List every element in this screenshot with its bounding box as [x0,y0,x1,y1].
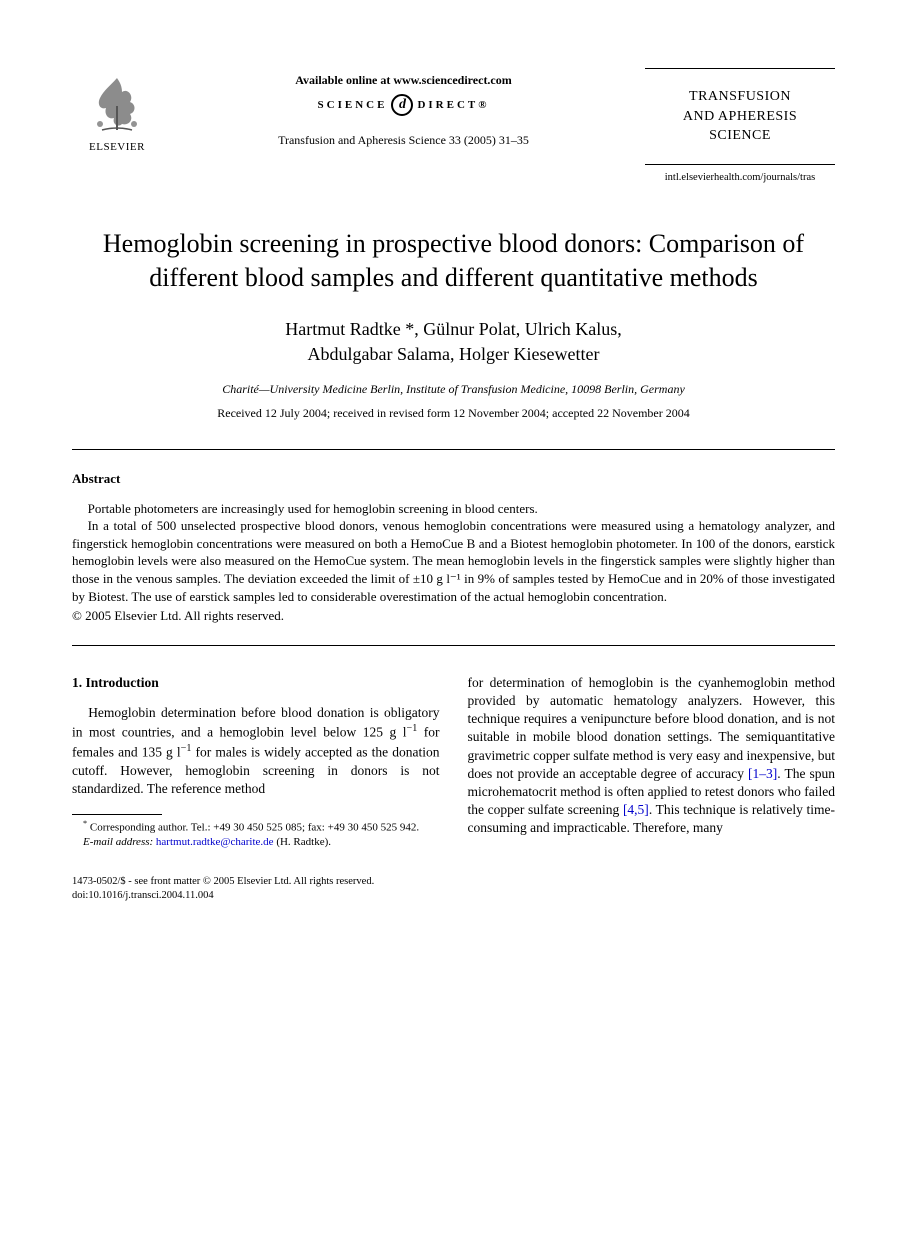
authors: Hartmut Radtke *, Gülnur Polat, Ulrich K… [72,317,835,367]
rule-bottom [72,645,835,646]
sd-symbol: d [391,94,413,116]
ref-link-1-3[interactable]: [1–3] [748,766,777,781]
sup-minus1-b: −1 [181,743,192,754]
corr-text: Corresponding author. Tel.: +49 30 450 5… [90,822,419,834]
journal-name-3: SCIENCE [651,126,829,146]
intro-col1-p1: Hemoglobin determination before blood do… [72,704,440,798]
authors-line-2: Abdulgabar Salama, Holger Kiesewetter [72,342,835,367]
publisher-name: ELSEVIER [89,140,145,155]
abstract-p2: In a total of 500 unselected prospective… [72,517,835,605]
available-online-text: Available online at www.sciencedirect.co… [295,72,512,88]
ref-link-4-5[interactable]: [4,5] [623,802,649,817]
abstract-text: Portable photometers are increasingly us… [72,500,835,625]
journal-name-1: TRANSFUSION [651,87,829,107]
header-row: ELSEVIER Available online at www.science… [72,68,835,185]
column-left: 1. Introduction Hemoglobin determination… [72,674,440,850]
sd-right: DIRECT® [417,98,489,113]
abstract-section: Abstract Portable photometers are increa… [72,470,835,624]
journal-url: intl.elsevierhealth.com/journals/tras [645,171,835,185]
abstract-heading: Abstract [72,470,835,488]
rule-top [72,449,835,450]
publisher-block: ELSEVIER [72,68,162,155]
journal-box-inner: TRANSFUSION AND APHERESIS SCIENCE [645,68,835,165]
article-dates: Received 12 July 2004; received in revis… [72,405,835,421]
sup-minus1-a: −1 [407,723,418,734]
footnote-rule [72,814,162,815]
corresponding-author: * Corresponding author. Tel.: +49 30 450… [72,819,440,835]
column-right: for determination of hemoglobin is the c… [468,674,836,850]
footer-line-2: doi:10.1016/j.transci.2004.11.004 [72,889,835,903]
footnote-block: * Corresponding author. Tel.: +49 30 450… [72,819,440,849]
intro-text-a: Hemoglobin determination before blood do… [72,705,440,740]
intro-col2-p1: for determination of hemoglobin is the c… [468,674,836,838]
corr-star: * [83,819,87,828]
email-who: (H. Radtke). [276,836,331,848]
email-link[interactable]: hartmut.radtke@charite.de [156,836,274,848]
citation-line: Transfusion and Apheresis Science 33 (20… [278,132,529,148]
abstract-copyright: © 2005 Elsevier Ltd. All rights reserved… [72,607,835,625]
abstract-p1: Portable photometers are increasingly us… [72,500,835,518]
article-title: Hemoglobin screening in prospective bloo… [72,227,835,295]
footer-line-1: 1473-0502/$ - see front matter © 2005 El… [72,875,835,889]
header-center: Available online at www.sciencedirect.co… [162,68,645,148]
affiliation: Charité—University Medicine Berlin, Inst… [72,381,835,397]
body-columns: 1. Introduction Hemoglobin determination… [72,674,835,850]
email-line: E-mail address: hartmut.radtke@charite.d… [72,835,440,849]
journal-name-2: AND APHERESIS [651,107,829,127]
intro-heading: 1. Introduction [72,674,440,692]
footer: 1473-0502/$ - see front matter © 2005 El… [72,875,835,902]
elsevier-tree-logo [82,68,152,138]
journal-box: TRANSFUSION AND APHERESIS SCIENCE intl.e… [645,68,835,185]
sciencedirect-logo: SCIENCE d DIRECT® [318,94,490,116]
sd-left: SCIENCE [318,98,388,113]
email-label: E-mail address: [83,836,153,848]
authors-line-1: Hartmut Radtke *, Gülnur Polat, Ulrich K… [72,317,835,342]
